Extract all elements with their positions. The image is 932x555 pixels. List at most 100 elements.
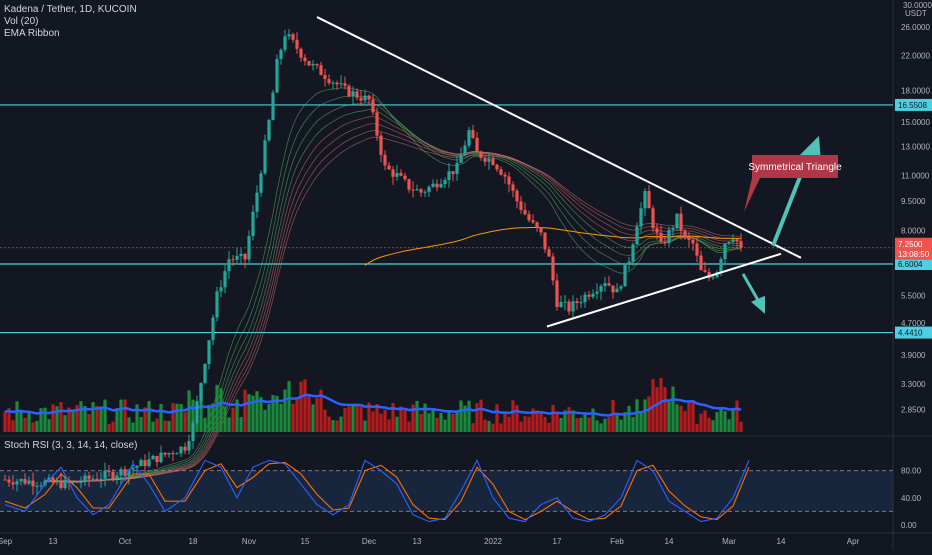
volume-bar: [239, 417, 243, 432]
candle-body: [219, 287, 223, 292]
chart-legend: Kadena / Tether, 1D, KUCOIN Vol (20) EMA…: [4, 4, 137, 40]
time-axis-tick: 13: [413, 537, 422, 546]
volume-bar: [287, 381, 291, 432]
time-axis-tick: 14: [777, 537, 786, 546]
candle-body: [119, 469, 123, 476]
candle-body: [159, 452, 163, 463]
candle-body: [299, 48, 303, 58]
price-tag-text-level_low: 4.4410: [898, 329, 923, 338]
candle-body: [15, 481, 19, 485]
candle-body: [643, 191, 647, 209]
candle-body: [343, 83, 347, 86]
candle-body: [7, 479, 11, 483]
candle-body: [435, 183, 439, 188]
stoch-rsi-legend[interactable]: Stoch RSI (3, 3, 14, 14, close): [4, 440, 138, 451]
candle-body: [35, 485, 39, 487]
volume-bar: [303, 379, 307, 432]
volume-bar: [339, 416, 343, 432]
volume-bar: [527, 416, 531, 432]
candle-body: [283, 36, 287, 50]
symbol-title[interactable]: Kadena / Tether, 1D, KUCOIN: [4, 4, 137, 15]
volume-bar: [555, 411, 559, 432]
volume-bar: [91, 402, 95, 432]
candle-body: [291, 34, 295, 40]
candle-body: [191, 422, 195, 442]
volume-bar: [223, 406, 227, 432]
volume-bar: [659, 378, 663, 432]
candle-body: [99, 478, 103, 481]
candle-body: [247, 236, 251, 260]
volume-bar: [547, 422, 551, 432]
volume-indicator-label[interactable]: Vol (20): [4, 16, 39, 27]
volume-bar: [639, 412, 643, 432]
candle-body: [667, 229, 671, 244]
volume-bar: [539, 411, 543, 432]
candle-body: [47, 477, 51, 481]
volume-bar: [263, 409, 267, 432]
volume-bar: [347, 406, 351, 432]
volume-bar: [623, 412, 627, 432]
candle-body: [115, 475, 119, 479]
time-axis-tick: Nov: [242, 537, 256, 546]
volume-bar: [687, 401, 691, 432]
volume-bar: [571, 410, 575, 432]
candle-body: [655, 228, 659, 233]
candle-body: [167, 452, 171, 455]
volume-bar: [475, 403, 479, 432]
candle-body: [179, 446, 183, 454]
candle-body: [727, 241, 731, 244]
candle-body: [439, 184, 443, 188]
volume-bar: [267, 403, 271, 432]
volume-bar: [703, 410, 707, 432]
candle-body: [171, 452, 175, 455]
volume-bar: [735, 400, 739, 432]
volume-bar: [247, 394, 251, 432]
volume-bar: [335, 420, 339, 432]
volume-bar: [71, 409, 75, 432]
candle-body: [619, 286, 623, 289]
candle-body: [495, 164, 499, 170]
volume-bar: [711, 420, 715, 432]
volume-bar: [83, 405, 87, 432]
volume-bar: [459, 400, 463, 432]
volume-bar: [479, 399, 483, 432]
time-axis-tick: Feb: [610, 537, 624, 546]
price-tag-text-level_top: 16.5508: [898, 101, 927, 110]
candle-body: [183, 446, 187, 451]
candle-body: [399, 173, 403, 176]
volume-bar: [691, 399, 695, 432]
candle-body: [31, 480, 35, 487]
volume-bar: [431, 408, 435, 432]
candle-body: [551, 256, 555, 281]
candle-body: [579, 302, 583, 304]
candle-body: [347, 85, 351, 97]
volume-bar: [283, 389, 287, 432]
volume-bar: [255, 391, 259, 432]
volume-bar: [243, 389, 247, 432]
candle-body: [175, 453, 179, 455]
candle-body: [203, 363, 207, 383]
candle-body: [55, 480, 59, 483]
ema-ribbon-label[interactable]: EMA Ribbon: [4, 28, 60, 39]
volume-bar: [63, 415, 67, 432]
breakout-down-arrow-shaft: [741, 273, 761, 303]
current-price-tag: [895, 237, 932, 260]
candle-body: [75, 481, 79, 483]
price-axis-tick: 5.5000: [901, 292, 926, 301]
volume-bar: [615, 412, 619, 432]
volume-bar: [111, 421, 115, 432]
candle-body: [275, 59, 279, 93]
candle-body: [107, 470, 111, 472]
candle-body: [139, 460, 143, 467]
price-axis-tick: 8.0000: [901, 227, 926, 236]
volume-bar: [719, 407, 723, 432]
volume-bar: [731, 407, 735, 432]
price-axis-tick: 22.0000: [901, 52, 930, 61]
candle-body: [479, 151, 483, 158]
volume-bar: [359, 406, 363, 432]
volume-bar: [683, 411, 687, 432]
candle-body: [519, 201, 523, 210]
volume-bar: [363, 420, 367, 432]
